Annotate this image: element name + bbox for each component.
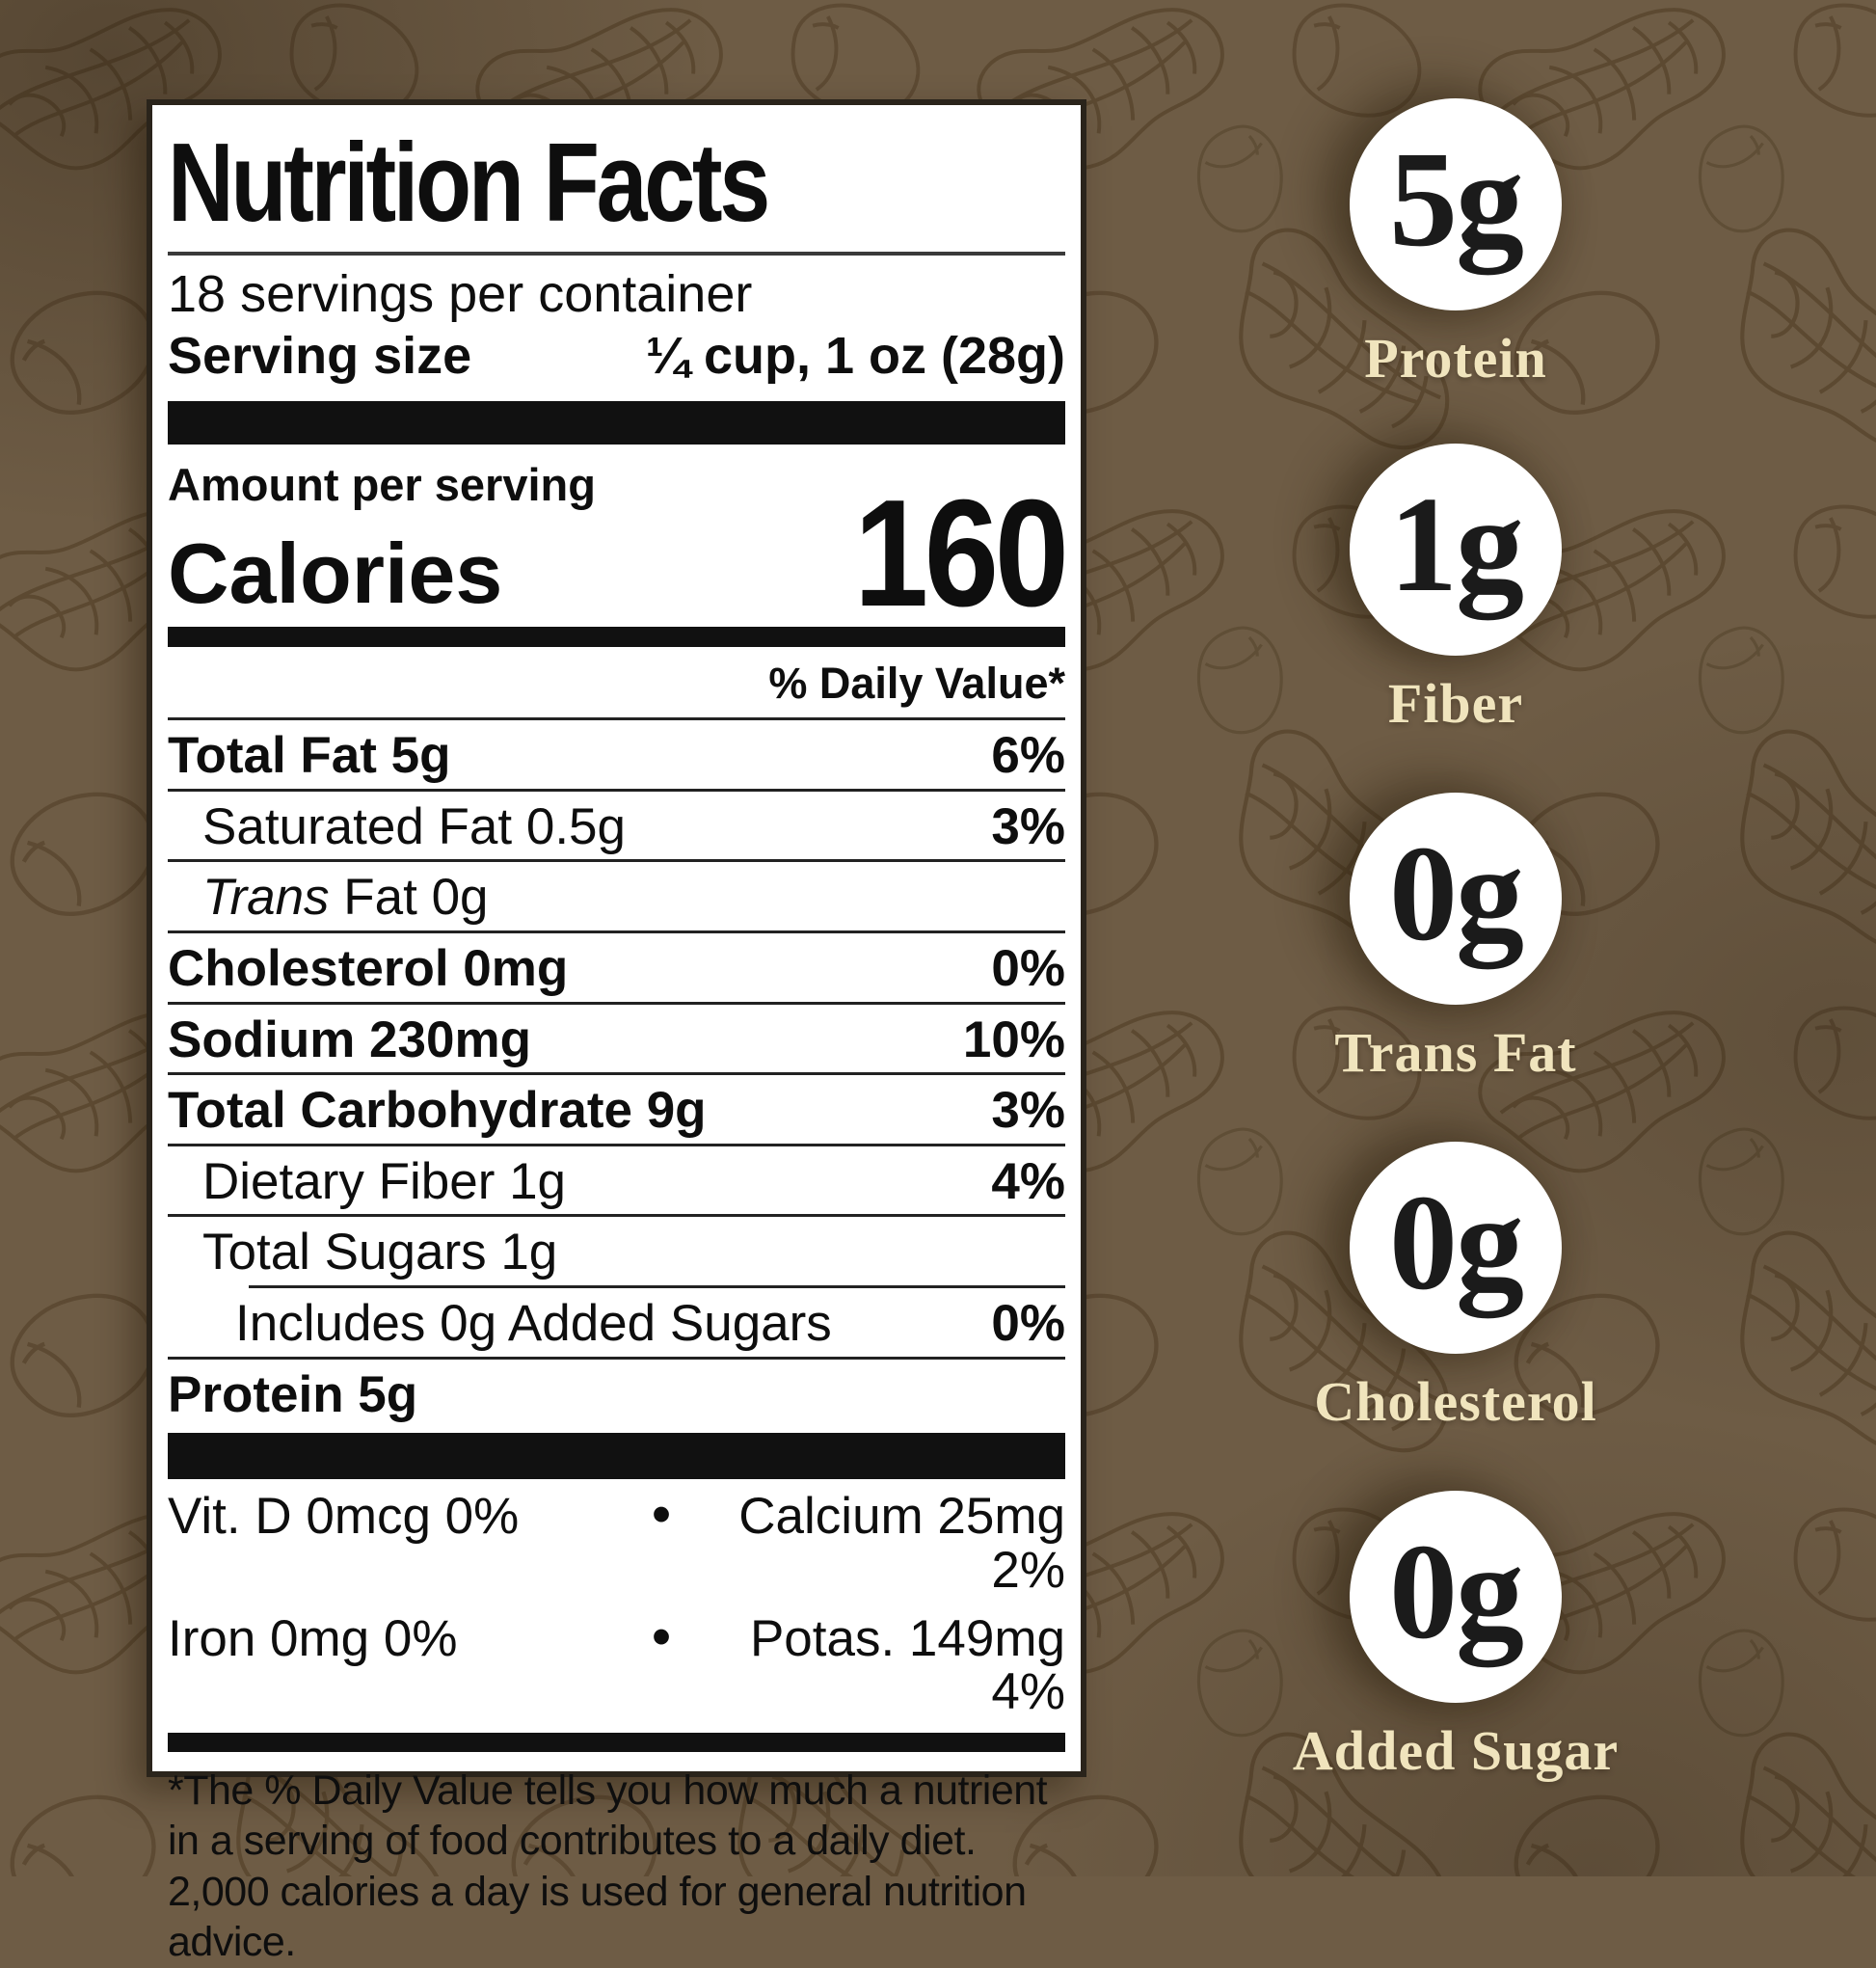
daily-value-header: % Daily Value* [168,647,1065,720]
vitamin-right: Potas. 149mg 4% [749,1609,1065,1721]
row-cholesterol: Cholesterol 0mg 0% [168,933,1065,1005]
calories-row: Calories 160 [168,477,1069,630]
nutrient-name: Sodium 230mg [168,1011,531,1068]
nutrient-dv: 10% [962,1011,1065,1068]
badge-label: Trans Fat [1334,1021,1577,1084]
inset-separator [249,1285,1065,1289]
serving-size-label: Serving size [168,327,472,386]
row-saturated-fat: Saturated Fat 0.5g 3% [168,792,1065,863]
nutrient-dv: 6% [991,726,1065,784]
nutrient-name: Includes 0g Added Sugars [235,1295,832,1353]
nutrient-name: Cholesterol 0mg [168,939,569,997]
badge-circle: 0g [1350,1142,1562,1354]
badge-circle: 5g [1350,98,1562,310]
row-protein: Protein 5g [168,1360,1065,1428]
badge-trans-fat: 0g Trans Fat [1215,793,1697,1083]
badge-circle: 0g [1350,793,1562,1005]
vitamin-row-2: Iron 0mg 0% • Potas. 149mg 4% [168,1602,1065,1723]
vitamin-left: Vit. D 0mcg 0% [168,1488,520,1546]
badge-label: Cholesterol [1314,1370,1597,1433]
badge-cholesterol: 0g Cholesterol [1215,1142,1697,1432]
row-sodium: Sodium 230mg 10% [168,1005,1065,1076]
end-divider-bar [168,1732,1065,1752]
badge-value: 1g [1389,468,1524,620]
badge-added-sugar: 0g Added Sugar [1215,1491,1697,1781]
row-added-sugars: Includes 0g Added Sugars 0% [168,1288,1065,1360]
amount-per-serving: Amount per serving [168,458,596,510]
bullet-icon: • [651,1483,672,1547]
calories-label: Calories [168,525,503,621]
row-dietary-fiber: Dietary Fiber 1g 4% [168,1146,1065,1218]
thick-divider-bar [168,1433,1065,1480]
nutrient-dv: 4% [991,1152,1065,1210]
label-title: Nutrition Facts [168,120,770,245]
vitamin-right: Calcium 25mg 2% [738,1488,1065,1599]
nutrient-name: Dietary Fiber 1g [202,1152,567,1210]
serving-size-value: ¼ cup, 1 oz (28g) [645,327,1065,386]
nutrient-name: Total Carbohydrate 9g [168,1082,707,1140]
servings-per-container: 18 servings per container [168,265,753,323]
calories-value: 160 [854,468,1069,638]
badge-label: Fiber [1387,672,1524,735]
bullet-icon: • [651,1604,672,1668]
badge-protein: 5g Protein [1215,98,1697,389]
daily-value-footnote: *The % Daily Value tells you how much a … [168,1766,1048,1966]
badge-value: 5g [1389,122,1524,275]
nutrient-dv: 3% [991,1082,1065,1140]
trans-italic: Trans [202,869,330,927]
nutrient-dv: 3% [991,797,1065,855]
nutrient-name: Trans Fat 0g [202,869,489,927]
nutrient-name: Protein 5g [168,1365,418,1423]
row-total-fat: Total Fat 5g 6% [168,720,1065,792]
nutrient-name: Total Fat 5g [168,726,451,784]
row-total-carbohydrate: Total Carbohydrate 9g 3% [168,1075,1065,1146]
row-trans-fat: Trans Fat 0g [168,862,1065,933]
nutrient-name: Saturated Fat 0.5g [202,797,627,855]
nutrient-name: Total Sugars 1g [202,1224,558,1281]
badge-label: Added Sugar [1292,1719,1620,1782]
medium-divider-bar [168,626,1065,647]
row-total-sugars: Total Sugars 1g [168,1217,1065,1285]
nutrient-dv: 0% [991,1295,1065,1353]
serving-size-row: Serving size ¼ cup, 1 oz (28g) [168,327,1065,385]
badge-value: 0g [1389,817,1524,969]
badge-circle: 1g [1350,444,1562,656]
nutrient-dv: 0% [991,939,1065,997]
vitamin-row-1: Vit. D 0mcg 0% • Calcium 25mg 2% [168,1479,1065,1601]
nutrition-facts-label: Nutrition Facts 18 servings per containe… [147,99,1086,1965]
badge-circle: 0g [1350,1491,1562,1703]
thick-divider-bar [168,400,1065,445]
badge-value: 0g [1389,1166,1524,1318]
badge-value: 0g [1389,1515,1524,1667]
badge-fiber: 1g Fiber [1215,444,1697,734]
badge-label: Protein [1364,327,1547,390]
title-rule [168,252,1065,256]
vitamin-left: Iron 0mg 0% [168,1609,458,1667]
